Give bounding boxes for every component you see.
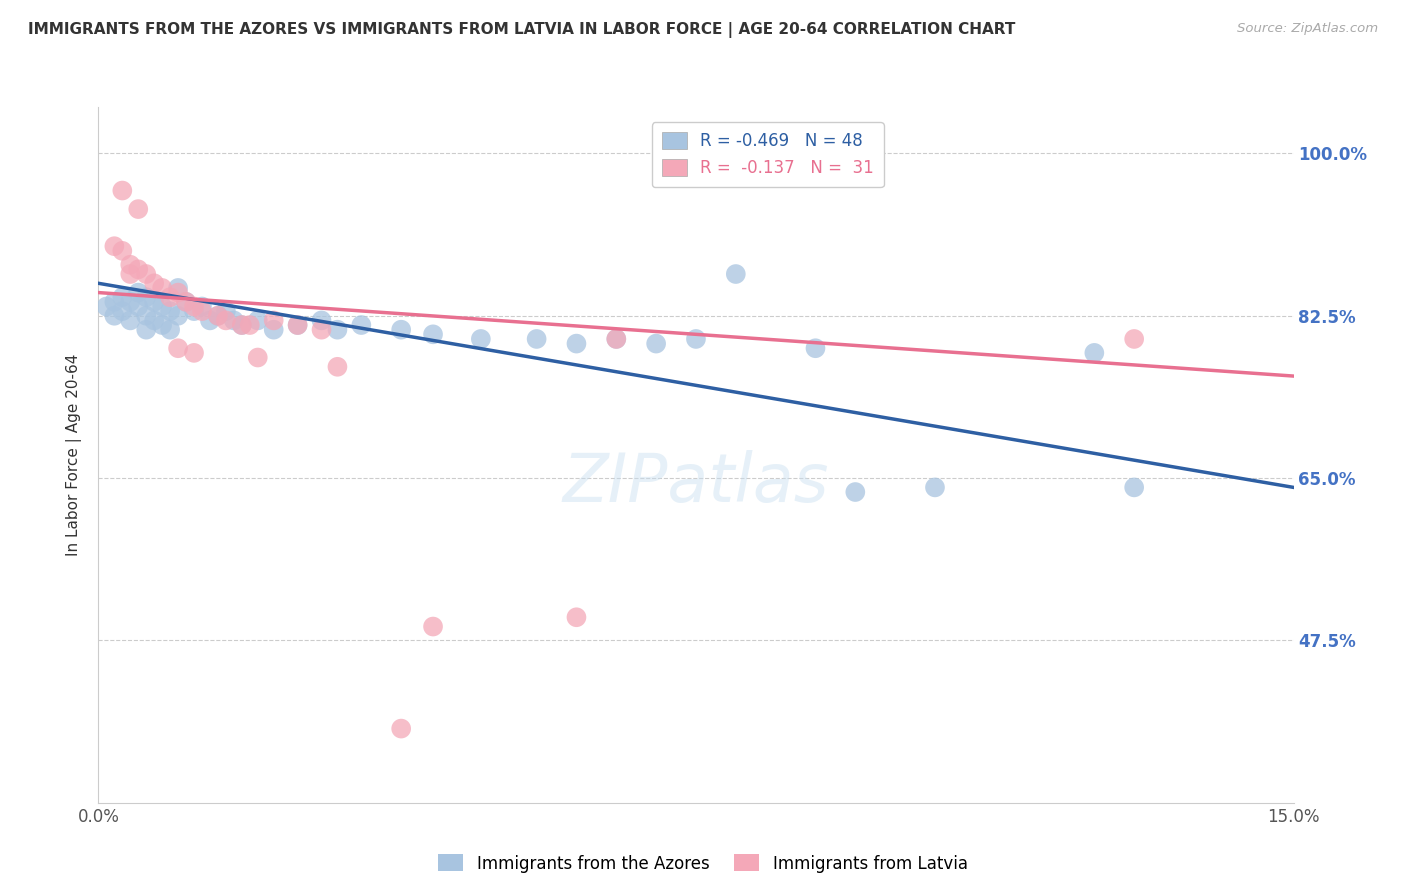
Point	[422, 619, 444, 633]
Point	[150, 300, 173, 314]
Point	[111, 304, 134, 318]
Point	[1123, 480, 1146, 494]
Point	[103, 239, 125, 253]
Point	[167, 281, 190, 295]
Point	[127, 262, 149, 277]
Point	[231, 318, 253, 332]
Point	[159, 323, 181, 337]
Point	[167, 285, 190, 300]
Point	[287, 318, 309, 332]
Point	[326, 359, 349, 374]
Legend: R = -0.469   N = 48, R =  -0.137   N =  31: R = -0.469 N = 48, R = -0.137 N = 31	[651, 122, 884, 187]
Point	[605, 332, 627, 346]
Point	[127, 285, 149, 300]
Legend: Immigrants from the Azores, Immigrants from Latvia: Immigrants from the Azores, Immigrants f…	[432, 847, 974, 880]
Point	[120, 294, 142, 309]
Text: IMMIGRANTS FROM THE AZORES VS IMMIGRANTS FROM LATVIA IN LABOR FORCE | AGE 20-64 : IMMIGRANTS FROM THE AZORES VS IMMIGRANTS…	[28, 22, 1015, 38]
Point	[311, 323, 333, 337]
Text: ZIPatlas: ZIPatlas	[562, 450, 830, 516]
Point	[150, 281, 173, 295]
Point	[103, 309, 125, 323]
Point	[111, 290, 134, 304]
Point	[135, 290, 157, 304]
Point	[207, 309, 229, 323]
Point	[215, 313, 238, 327]
Point	[191, 304, 214, 318]
Point	[287, 318, 309, 332]
Point	[111, 184, 134, 198]
Point	[350, 318, 373, 332]
Point	[1083, 346, 1105, 360]
Point	[150, 318, 173, 332]
Point	[174, 294, 197, 309]
Point	[167, 309, 190, 323]
Point	[143, 277, 166, 291]
Point	[311, 313, 333, 327]
Point	[246, 313, 269, 327]
Point	[120, 267, 142, 281]
Point	[135, 267, 157, 281]
Point	[174, 294, 197, 309]
Point	[804, 341, 827, 355]
Point	[222, 313, 245, 327]
Point	[183, 300, 205, 314]
Y-axis label: In Labor Force | Age 20-64: In Labor Force | Age 20-64	[66, 354, 83, 556]
Point	[135, 309, 157, 323]
Point	[924, 480, 946, 494]
Point	[470, 332, 492, 346]
Point	[111, 244, 134, 258]
Point	[389, 722, 412, 736]
Point	[127, 300, 149, 314]
Point	[103, 294, 125, 309]
Point	[326, 323, 349, 337]
Point	[724, 267, 747, 281]
Point	[215, 304, 238, 318]
Point	[605, 332, 627, 346]
Point	[239, 318, 262, 332]
Point	[143, 294, 166, 309]
Point	[645, 336, 668, 351]
Point	[685, 332, 707, 346]
Point	[183, 304, 205, 318]
Point	[183, 346, 205, 360]
Point	[389, 323, 412, 337]
Point	[565, 336, 588, 351]
Point	[565, 610, 588, 624]
Text: Source: ZipAtlas.com: Source: ZipAtlas.com	[1237, 22, 1378, 36]
Point	[1123, 332, 1146, 346]
Point	[159, 304, 181, 318]
Point	[191, 300, 214, 314]
Point	[120, 258, 142, 272]
Point	[143, 313, 166, 327]
Point	[422, 327, 444, 342]
Point	[844, 485, 866, 500]
Point	[198, 313, 221, 327]
Point	[120, 313, 142, 327]
Point	[246, 351, 269, 365]
Point	[96, 300, 118, 314]
Point	[231, 318, 253, 332]
Point	[135, 323, 157, 337]
Point	[526, 332, 548, 346]
Point	[263, 313, 285, 327]
Point	[167, 341, 190, 355]
Point	[159, 290, 181, 304]
Point	[127, 202, 149, 216]
Point	[263, 323, 285, 337]
Point	[207, 309, 229, 323]
